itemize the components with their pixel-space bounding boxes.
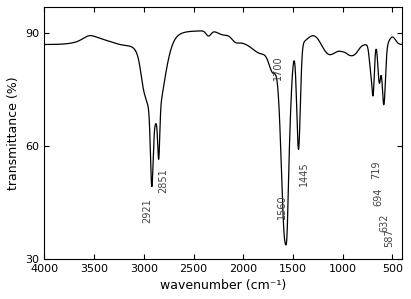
Text: 1560: 1560 xyxy=(277,195,287,219)
Text: 719: 719 xyxy=(371,161,381,179)
Text: 694: 694 xyxy=(373,187,383,206)
Text: 632: 632 xyxy=(379,213,389,232)
Text: 1445: 1445 xyxy=(298,161,309,186)
Y-axis label: transmittance (%): transmittance (%) xyxy=(7,76,20,190)
Text: 1700: 1700 xyxy=(273,56,283,80)
Text: 2921: 2921 xyxy=(142,199,152,223)
Text: 587: 587 xyxy=(384,229,394,247)
Text: 2851: 2851 xyxy=(159,168,169,193)
X-axis label: wavenumber (cm⁻¹): wavenumber (cm⁻¹) xyxy=(160,279,286,292)
